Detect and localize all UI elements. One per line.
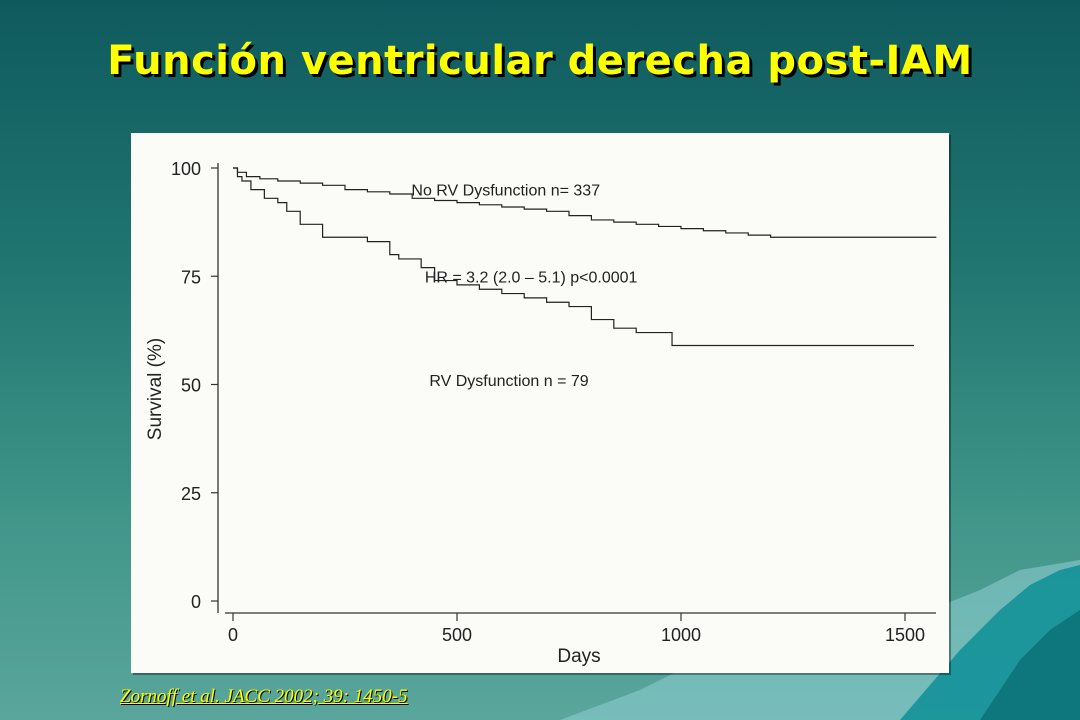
- chart-curves: [233, 167, 937, 347]
- chart-axes: [217, 163, 936, 614]
- y-axis-label: Survival (%): [145, 338, 166, 440]
- citation: Zornoff et al. JACC 2002; 39: 1450-5: [120, 686, 408, 707]
- y-tick-label: 100: [171, 159, 201, 179]
- chart-annotation: No RV Dysfunction n= 337: [411, 183, 600, 200]
- y-tick-label: 25: [181, 484, 201, 504]
- x-axis-label: Days: [557, 646, 600, 667]
- x-tick-label: 1000: [661, 625, 701, 645]
- chart-annotation: RV Dysfunction n = 79: [429, 373, 588, 390]
- chart-annotations: No RV Dysfunction n= 337 HR = 3.2 (2.0 – …: [411, 183, 637, 391]
- y-tick-label: 75: [181, 267, 201, 287]
- series-line-rv-dysfunction: [233, 167, 914, 347]
- y-tick-label: 0: [191, 592, 201, 612]
- x-tick-label: 0: [228, 625, 238, 645]
- series-line-no-rv-dysfunction: [233, 167, 937, 238]
- chart-annotation: HR = 3.2 (2.0 – 5.1) p<0.0001: [425, 269, 638, 286]
- chart-panel: 0 25 50 75 100 0 500 1000 1500 No RV Dysfunction…: [131, 133, 949, 673]
- slide-title: Función ventricular derecha post-IAM: [107, 38, 973, 84]
- x-tick-label: 1500: [885, 625, 925, 645]
- x-tick-label: 500: [442, 625, 472, 645]
- y-tick-label: 50: [181, 376, 201, 396]
